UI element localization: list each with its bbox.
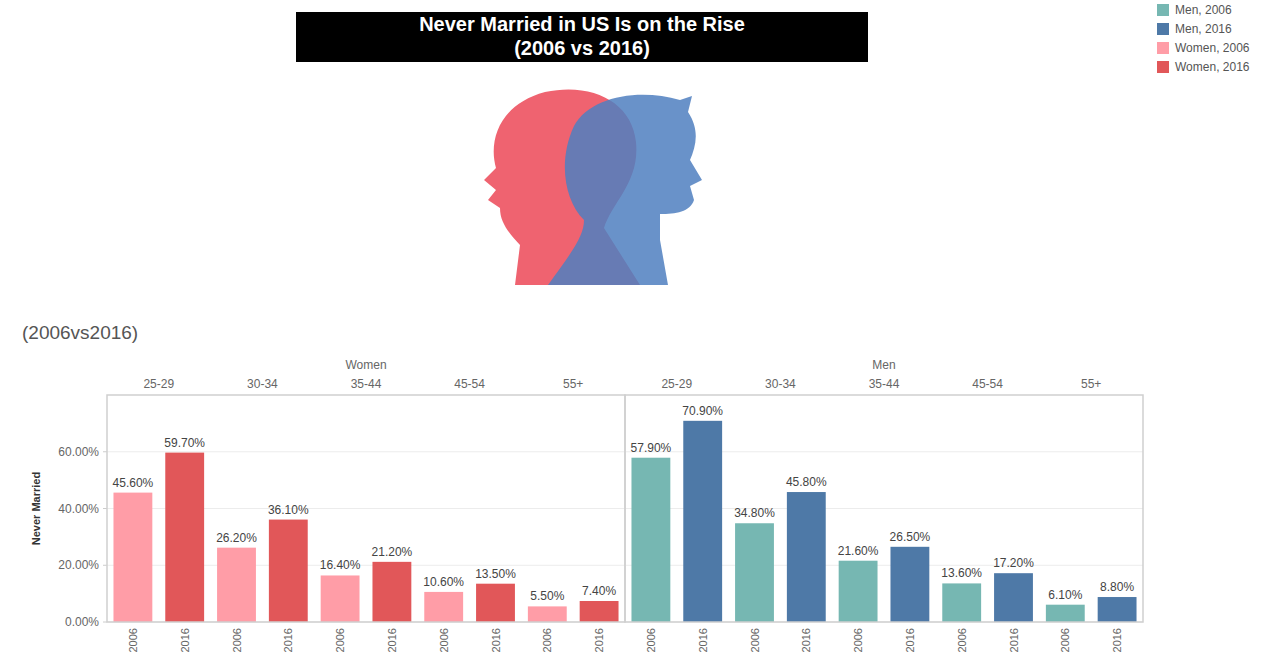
x-tick-label: 2006 bbox=[749, 628, 761, 652]
x-tick-label: 2016 bbox=[1111, 628, 1123, 652]
category-label: 45-54 bbox=[454, 377, 485, 391]
data-label: 7.40% bbox=[582, 584, 616, 598]
category-label: 30-34 bbox=[247, 377, 278, 391]
data-label: 6.10% bbox=[1048, 588, 1082, 602]
y-tick-label: 40.00% bbox=[58, 502, 99, 516]
caption: (2006vs2016) bbox=[22, 322, 138, 343]
x-tick-label: 2016 bbox=[1008, 628, 1020, 652]
data-label: 8.80% bbox=[1100, 580, 1134, 594]
panel-frame bbox=[107, 395, 625, 622]
x-tick-label: 2006 bbox=[1059, 628, 1071, 652]
bar bbox=[113, 493, 152, 622]
data-label: 70.90% bbox=[682, 404, 723, 418]
bar bbox=[839, 561, 878, 622]
legend-label: Women, 2016 bbox=[1175, 60, 1250, 74]
bar bbox=[321, 575, 360, 622]
legend-swatch bbox=[1157, 42, 1169, 54]
male-head bbox=[548, 95, 702, 285]
y-tick-label: 20.00% bbox=[58, 558, 99, 572]
icon bbox=[484, 89, 702, 285]
bar bbox=[631, 458, 670, 622]
data-label: 26.20% bbox=[216, 531, 257, 545]
data-label: 21.20% bbox=[372, 545, 413, 559]
chart: Never Married in US Is on the Rise(2006 … bbox=[0, 0, 1280, 670]
bar bbox=[528, 606, 567, 622]
data-label: 59.70% bbox=[164, 436, 205, 450]
bar bbox=[683, 421, 722, 622]
bar bbox=[994, 573, 1033, 622]
category-label: 35-44 bbox=[869, 377, 900, 391]
category-label: 25-29 bbox=[143, 377, 174, 391]
category-label: 45-54 bbox=[972, 377, 1003, 391]
x-tick-label: 2016 bbox=[697, 628, 709, 652]
legend: Men, 2006 Men, 2016 Women, 2006 Women, 2016 bbox=[1157, 3, 1250, 74]
panel-frame bbox=[625, 395, 1143, 622]
title-box bbox=[296, 12, 868, 62]
bar bbox=[217, 548, 256, 622]
data-label: 5.50% bbox=[530, 589, 564, 603]
data-label: 13.60% bbox=[941, 566, 982, 580]
bar bbox=[787, 492, 826, 622]
data-label: 17.20% bbox=[993, 556, 1034, 570]
bar bbox=[476, 584, 515, 622]
labels: Women 25-29 45.60% 2006 59.70% 2016 30-34 26.20… bbox=[113, 358, 1135, 652]
data-label: 26.50% bbox=[890, 530, 931, 544]
data-label: 13.50% bbox=[475, 567, 516, 581]
x-tick-label: 2016 bbox=[800, 628, 812, 652]
legend-swatch bbox=[1157, 23, 1169, 35]
bar bbox=[580, 601, 619, 622]
data-label: 21.60% bbox=[838, 544, 879, 558]
category-label: 55+ bbox=[563, 377, 583, 391]
x-tick-label: 2006 bbox=[852, 628, 864, 652]
x-tick-label: 2016 bbox=[282, 628, 294, 652]
bar bbox=[1098, 597, 1137, 622]
x-tick-label: 2016 bbox=[179, 628, 191, 652]
bar bbox=[165, 453, 204, 622]
bar bbox=[942, 583, 981, 622]
data-label: 45.80% bbox=[786, 475, 827, 489]
x-tick-label: 2016 bbox=[490, 628, 502, 652]
x-tick-label: 2006 bbox=[127, 628, 139, 652]
data-label: 10.60% bbox=[423, 575, 464, 589]
bar bbox=[372, 562, 411, 622]
x-tick-label: 2016 bbox=[904, 628, 916, 652]
bar bbox=[735, 523, 774, 622]
panel-title: Women bbox=[345, 358, 386, 372]
category-label: 30-34 bbox=[765, 377, 796, 391]
legend-swatch bbox=[1157, 61, 1169, 73]
bar bbox=[890, 547, 929, 622]
bar bbox=[424, 592, 463, 622]
x-tick-label: 2006 bbox=[645, 628, 657, 652]
category-label: 55+ bbox=[1081, 377, 1101, 391]
legend-label: Men, 2006 bbox=[1175, 3, 1232, 17]
x-tick-label: 2006 bbox=[541, 628, 553, 652]
y-tick-label: 60.00% bbox=[58, 445, 99, 459]
y-tick-label: 0.00% bbox=[65, 615, 99, 629]
x-tick-label: 2016 bbox=[386, 628, 398, 652]
data-label: 36.10% bbox=[268, 503, 309, 517]
x-tick-label: 2006 bbox=[231, 628, 243, 652]
x-tick-label: 2006 bbox=[438, 628, 450, 652]
legend-label: Women, 2006 bbox=[1175, 41, 1250, 55]
legend-label: Men, 2016 bbox=[1175, 22, 1232, 36]
bar bbox=[269, 520, 308, 622]
x-tick-label: 2006 bbox=[956, 628, 968, 652]
category-label: 35-44 bbox=[351, 377, 382, 391]
legend-swatch bbox=[1157, 4, 1169, 16]
title: Never Married in US Is on the Rise bbox=[419, 13, 745, 35]
data-label: 57.90% bbox=[631, 441, 672, 455]
y-axis-title: Never Married bbox=[30, 472, 42, 545]
data-label: 34.80% bbox=[734, 506, 775, 520]
subtitle: (2006 vs 2016) bbox=[514, 37, 650, 59]
x-tick-label: 2006 bbox=[334, 628, 346, 652]
panel-title: Men bbox=[872, 358, 895, 372]
x-tick-label: 2016 bbox=[593, 628, 605, 652]
data-label: 16.40% bbox=[320, 558, 361, 572]
category-label: 25-29 bbox=[661, 377, 692, 391]
data-label: 45.60% bbox=[113, 476, 154, 490]
bar bbox=[1046, 605, 1085, 622]
